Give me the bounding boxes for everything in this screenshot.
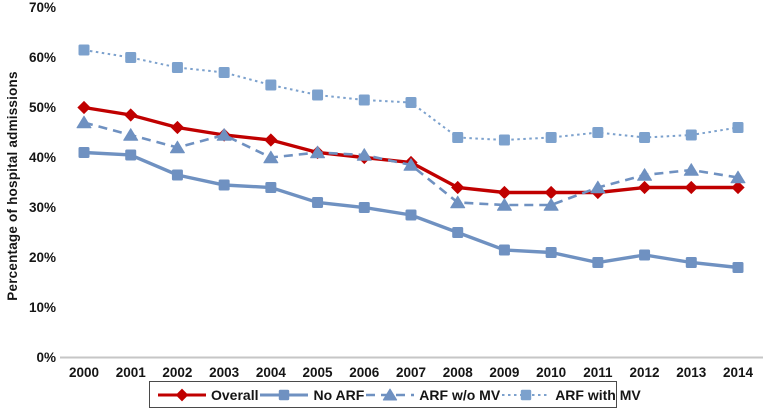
svg-text:2003: 2003 [209, 365, 240, 380]
svg-text:70%: 70% [29, 0, 56, 15]
svg-text:2004: 2004 [256, 365, 287, 380]
legend-sample-overall-icon [158, 388, 206, 401]
svg-text:2005: 2005 [303, 365, 334, 380]
svg-text:60%: 60% [29, 50, 56, 65]
svg-text:2012: 2012 [630, 365, 660, 380]
series-arf-with-mv [78, 44, 744, 146]
legend-label-arf-wo-mv: ARF w/o MV [419, 386, 501, 403]
legend-item-overall: Overall [156, 387, 258, 403]
svg-text:2007: 2007 [396, 365, 426, 380]
legend-item-arf-with-mv: ARF with MV [500, 387, 641, 403]
svg-text:2006: 2006 [349, 365, 380, 380]
svg-text:2013: 2013 [676, 365, 707, 380]
svg-text:40%: 40% [29, 150, 56, 165]
legend-label-no-arf: No ARF [313, 386, 365, 403]
series-no-arf [78, 147, 744, 273]
legend-label-arf-with-mv: ARF with MV [555, 386, 641, 403]
svg-text:50%: 50% [29, 100, 56, 115]
legend-sample-no-arf-icon [260, 389, 309, 400]
svg-text:2010: 2010 [536, 365, 566, 380]
svg-text:30%: 30% [29, 200, 56, 215]
legend-sample-arf-with-mv-icon [502, 389, 551, 400]
legend-item-arf-wo-mv: ARF w/o MV [364, 387, 500, 403]
svg-text:2014: 2014 [723, 365, 754, 380]
svg-text:2008: 2008 [443, 365, 474, 380]
svg-text:2001: 2001 [116, 365, 147, 380]
legend-item-no-arf: No ARF [258, 387, 364, 403]
svg-text:2000: 2000 [69, 365, 99, 380]
series-arf-w-o-mv [76, 115, 746, 211]
legend-label-overall: Overall [211, 386, 259, 403]
svg-text:2011: 2011 [583, 365, 613, 380]
legend-sample-arf-wo-mv-icon [366, 388, 415, 400]
svg-text:2002: 2002 [162, 365, 192, 380]
svg-text:0%: 0% [36, 350, 56, 365]
svg-text:20%: 20% [29, 250, 56, 265]
svg-text:2009: 2009 [489, 365, 519, 380]
svg-text:10%: 10% [29, 300, 56, 315]
chart-legend: Overall No ARF ARF w/o MV ARF with MV [149, 381, 641, 408]
